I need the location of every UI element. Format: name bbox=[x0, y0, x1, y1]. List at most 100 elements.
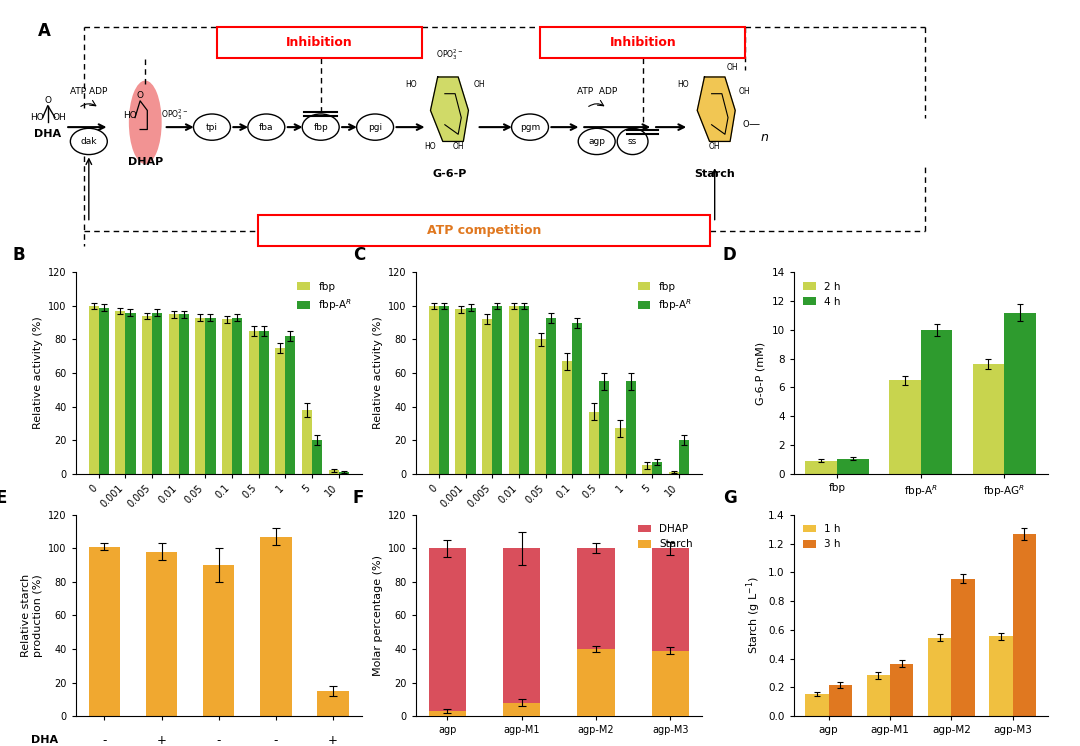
Bar bbox=[275, 348, 285, 474]
Bar bbox=[312, 440, 322, 474]
Bar bbox=[98, 307, 109, 474]
Bar bbox=[518, 306, 529, 474]
Text: OH: OH bbox=[473, 80, 485, 89]
Text: E: E bbox=[0, 489, 6, 507]
Bar bbox=[438, 306, 449, 474]
Text: -: - bbox=[273, 734, 278, 746]
Text: OH: OH bbox=[727, 63, 738, 72]
Text: ATP competition: ATP competition bbox=[427, 225, 541, 237]
Bar bbox=[806, 694, 828, 716]
Bar bbox=[302, 410, 312, 474]
Bar bbox=[116, 311, 125, 474]
Bar bbox=[146, 552, 177, 716]
Text: dak: dak bbox=[81, 137, 97, 146]
Text: G-6-P: G-6-P bbox=[433, 169, 468, 179]
Bar bbox=[652, 651, 689, 716]
Text: A: A bbox=[38, 22, 51, 40]
Bar bbox=[217, 27, 422, 58]
Text: ATP ADP: ATP ADP bbox=[70, 87, 108, 95]
Bar bbox=[669, 472, 679, 474]
Text: OH: OH bbox=[739, 87, 750, 95]
Bar bbox=[540, 27, 745, 58]
Text: -: - bbox=[216, 734, 221, 746]
Text: HO: HO bbox=[424, 142, 436, 151]
Text: F: F bbox=[353, 489, 364, 507]
Text: ATP  ADP: ATP ADP bbox=[577, 87, 617, 95]
Text: OPO$_3^{2-}$: OPO$_3^{2-}$ bbox=[436, 48, 463, 63]
Polygon shape bbox=[431, 77, 469, 142]
Text: Inhibition: Inhibition bbox=[286, 36, 353, 49]
Bar bbox=[260, 536, 292, 716]
Bar bbox=[562, 361, 572, 474]
Text: —: — bbox=[748, 119, 759, 129]
Bar bbox=[509, 306, 518, 474]
Bar bbox=[258, 216, 710, 246]
Bar bbox=[866, 675, 890, 716]
Bar bbox=[248, 331, 259, 474]
Bar bbox=[989, 636, 1013, 716]
Bar bbox=[89, 306, 98, 474]
Text: O: O bbox=[137, 92, 144, 101]
Bar bbox=[536, 339, 545, 474]
Legend: 1 h, 3 h: 1 h, 3 h bbox=[799, 520, 845, 554]
Text: +: + bbox=[157, 734, 166, 746]
Bar bbox=[429, 548, 465, 716]
Bar bbox=[141, 316, 152, 474]
Text: C: C bbox=[353, 246, 365, 264]
Bar bbox=[195, 318, 205, 474]
X-axis label: ATP (mM): ATP (mM) bbox=[192, 515, 245, 525]
Bar bbox=[578, 548, 615, 716]
Bar bbox=[221, 319, 232, 474]
Bar bbox=[837, 459, 869, 474]
Bar bbox=[339, 472, 349, 474]
Bar bbox=[652, 548, 689, 716]
Bar bbox=[205, 318, 216, 474]
Text: pgm: pgm bbox=[519, 122, 540, 131]
Bar bbox=[168, 314, 178, 474]
Bar bbox=[232, 318, 242, 474]
Y-axis label: G-6-P (mM): G-6-P (mM) bbox=[756, 342, 766, 404]
Bar bbox=[972, 364, 1004, 474]
Y-axis label: Relative activity (%): Relative activity (%) bbox=[32, 316, 42, 430]
Text: OH: OH bbox=[52, 113, 66, 122]
Bar bbox=[616, 428, 625, 474]
Ellipse shape bbox=[302, 114, 339, 140]
Bar bbox=[1004, 313, 1036, 474]
Text: fba: fba bbox=[259, 122, 273, 131]
Bar bbox=[920, 330, 953, 474]
Text: HO: HO bbox=[29, 113, 43, 122]
Bar bbox=[482, 319, 492, 474]
Bar bbox=[318, 691, 349, 716]
Bar bbox=[328, 470, 339, 474]
Text: agp: agp bbox=[589, 137, 605, 146]
Text: O: O bbox=[44, 96, 51, 105]
Bar bbox=[951, 579, 974, 716]
Y-axis label: Relative starch
production (%): Relative starch production (%) bbox=[21, 574, 42, 657]
Text: fbp: fbp bbox=[313, 122, 328, 131]
Polygon shape bbox=[698, 77, 735, 142]
Bar bbox=[652, 462, 662, 474]
Ellipse shape bbox=[578, 128, 616, 154]
Text: HO: HO bbox=[123, 110, 137, 119]
Text: B: B bbox=[13, 246, 25, 264]
Text: n: n bbox=[760, 131, 769, 145]
Text: G: G bbox=[723, 489, 737, 507]
Ellipse shape bbox=[129, 81, 162, 164]
Bar bbox=[599, 381, 609, 474]
Bar bbox=[503, 548, 540, 716]
Text: DHAP: DHAP bbox=[127, 157, 163, 167]
Ellipse shape bbox=[512, 114, 549, 140]
Bar bbox=[890, 664, 914, 716]
Bar bbox=[89, 547, 120, 716]
Bar bbox=[178, 314, 189, 474]
Legend: 2 h, 4 h: 2 h, 4 h bbox=[799, 278, 845, 311]
Ellipse shape bbox=[70, 128, 107, 154]
Ellipse shape bbox=[356, 114, 393, 140]
Text: OH: OH bbox=[453, 142, 464, 151]
Bar bbox=[572, 322, 582, 474]
Text: OPO$_3^{2-}$: OPO$_3^{2-}$ bbox=[161, 107, 188, 122]
Bar bbox=[828, 686, 852, 716]
Bar bbox=[152, 313, 162, 474]
Bar bbox=[465, 307, 475, 474]
Bar bbox=[203, 565, 234, 716]
